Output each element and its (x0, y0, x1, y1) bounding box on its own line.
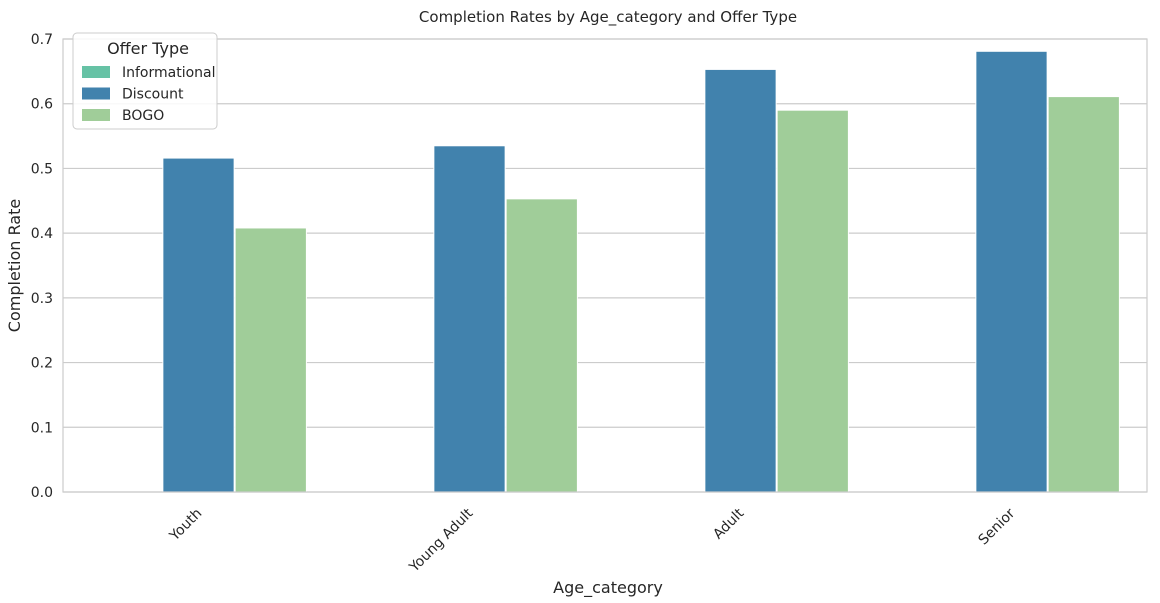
y-tick-label: 0.2 (31, 356, 53, 372)
y-tick-label: 0.7 (31, 32, 53, 48)
legend-label: BOGO (122, 108, 164, 124)
bar-discount-youth (162, 157, 235, 493)
y-tick-label: 0.1 (31, 420, 53, 436)
y-tick-label: 0.3 (31, 291, 53, 307)
legend-title: Offer Type (107, 39, 189, 58)
bar-bogo-young-adult (505, 198, 578, 493)
legend-frame (72, 32, 218, 130)
plot-frame (62, 38, 1148, 493)
legend-swatch (82, 109, 110, 121)
x-tick-label: Young Adult (406, 505, 477, 576)
y-tick-label: 0.0 (31, 485, 53, 501)
y-tick-label: 0.6 (31, 97, 53, 113)
y-tick-label: 0.4 (31, 226, 53, 242)
bar-bogo-adult (776, 109, 849, 493)
x-tick-label: Senior (975, 505, 1018, 548)
legend-label: Discount (122, 87, 184, 103)
bar-discount-young-adult (433, 145, 506, 493)
legend-label: Informational (122, 65, 216, 81)
y-axis-title: Completion Rate (5, 199, 24, 332)
bar-bogo-youth (234, 227, 307, 493)
legend-swatch (82, 66, 110, 78)
y-ticks: 0.0 0.1 0.2 0.3 0.4 0.5 0.6 0.7 (31, 32, 53, 501)
x-ticks: Youth Young Adult Adult Senior (166, 505, 1018, 576)
chart-title: Completion Rates by Age_category and Off… (419, 8, 797, 27)
bar-bogo-senior (1047, 96, 1120, 493)
bar-discount-adult (704, 68, 777, 493)
x-axis-title: Age_category (553, 578, 663, 598)
y-tick-label: 0.5 (31, 161, 53, 177)
bar-discount-senior (975, 50, 1048, 493)
x-tick-label: Youth (166, 506, 205, 545)
bars (162, 50, 1120, 493)
x-tick-label: Adult (710, 505, 747, 542)
legend-swatch (82, 87, 110, 100)
legend: Offer Type Informational Discount BOGO (72, 32, 218, 130)
